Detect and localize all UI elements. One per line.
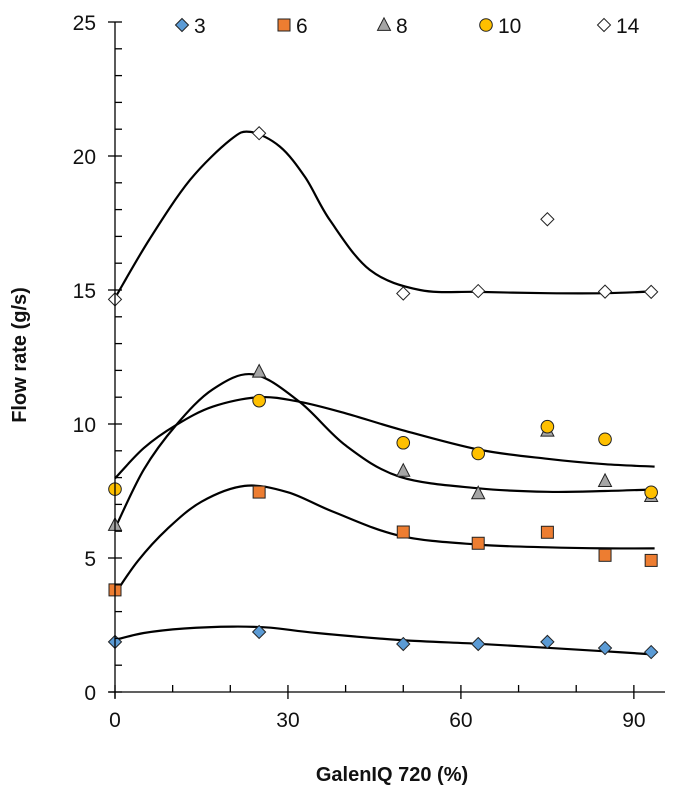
data-point — [540, 525, 554, 539]
x-tick-label: 60 — [449, 709, 472, 732]
legend-label: 3 — [194, 15, 206, 38]
data-point — [597, 284, 613, 299]
fit-line-series-6 — [114, 484, 655, 595]
legend-marker-triangle — [376, 16, 392, 31]
data-point — [251, 126, 267, 141]
y-tick-label: 0 — [84, 682, 96, 705]
legend-item-10: 10 — [479, 15, 521, 38]
y-tick-label: 15 — [73, 280, 96, 303]
series-14-points — [107, 126, 659, 307]
data-point — [252, 485, 266, 499]
legend: 3 6 8 10 14 — [174, 15, 640, 38]
fit-lines — [114, 130, 655, 656]
y-axis-title: Flow rate (g/s) — [9, 287, 31, 423]
data-point — [252, 393, 266, 408]
y-tick-label: 10 — [73, 414, 96, 437]
x-tick-label: 90 — [622, 709, 645, 732]
legend-item-3: 3 — [174, 15, 206, 38]
data-point — [598, 548, 612, 562]
data-point — [644, 553, 658, 567]
y-tick-label: 20 — [73, 146, 96, 169]
data-point — [643, 284, 659, 300]
legend-marker-diamond — [174, 17, 190, 33]
legend-item-14: 14 — [596, 15, 640, 38]
legend-marker-diamond-open — [596, 17, 612, 33]
data-point — [471, 446, 486, 461]
data-point — [396, 525, 410, 539]
fit-line-series-3 — [114, 625, 655, 656]
data-point — [251, 363, 267, 378]
data-point — [396, 435, 411, 450]
x-tick-label: 0 — [109, 709, 121, 732]
data-point — [251, 624, 267, 640]
series-6-points — [108, 485, 658, 597]
y-tick-label: 5 — [84, 548, 96, 571]
data-markers — [107, 126, 659, 660]
data-point — [470, 485, 486, 500]
series-8-points — [107, 363, 659, 531]
data-point — [597, 640, 613, 656]
legend-item-6: 6 — [277, 15, 308, 38]
data-point — [644, 485, 658, 500]
fit-line-series-14 — [114, 130, 655, 299]
data-point — [471, 283, 486, 299]
x-tick-label: 30 — [276, 709, 299, 732]
data-point — [471, 536, 485, 550]
legend-label: 6 — [296, 15, 308, 38]
data-point — [540, 419, 555, 434]
legend-item-8: 8 — [376, 15, 408, 38]
legend-marker-square — [277, 18, 291, 32]
data-point — [396, 636, 411, 652]
legend-label: 14 — [616, 15, 640, 38]
y-tick-label: 25 — [73, 12, 96, 35]
fit-line-series-8 — [114, 372, 655, 529]
data-point — [395, 462, 411, 477]
data-point — [597, 472, 613, 487]
series-3-points — [107, 624, 659, 660]
data-point — [598, 432, 612, 447]
data-point — [471, 636, 486, 652]
fit-line-series-10 — [114, 395, 655, 480]
legend-label: 8 — [396, 15, 408, 38]
legend-marker-circle — [479, 18, 493, 32]
data-point — [643, 644, 659, 660]
legend-label: 10 — [498, 15, 521, 38]
axes — [109, 22, 665, 698]
data-point — [540, 212, 555, 227]
data-point — [396, 286, 411, 301]
axis-ticks: 0 5 10 15 20 25 0 30 60 90 — [73, 12, 646, 732]
x-axis-title: GalenIQ 720 (%) — [316, 764, 468, 786]
data-point — [540, 634, 555, 650]
